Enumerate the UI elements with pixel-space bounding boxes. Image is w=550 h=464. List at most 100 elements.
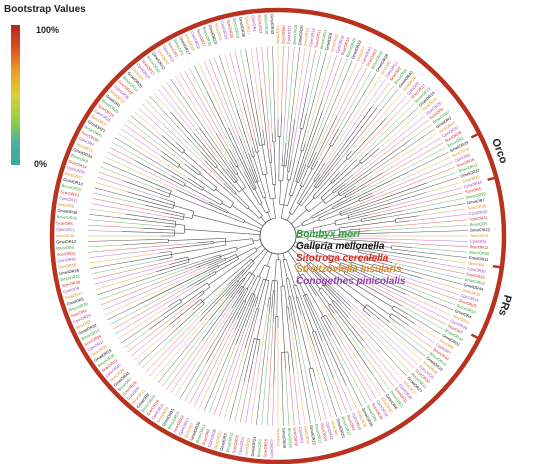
leaf-label: CpinOR21	[237, 435, 245, 455]
leaf-label: ScerOR18	[456, 157, 476, 169]
leaf-label: BmorOR9	[70, 153, 89, 164]
leaf-label: GmelOR37	[460, 167, 481, 178]
legend-min-label: 0%	[34, 159, 47, 169]
leaf-label: CpinOR30	[467, 266, 487, 274]
leaf-label: SinsOR31	[275, 25, 280, 44]
leaf-label: CpinOR1	[251, 15, 258, 33]
leaf-label: BmorOR38	[287, 428, 293, 449]
leaf-label: SinsOR4	[468, 260, 485, 267]
leaf-label: GmelOR3	[219, 432, 229, 451]
leaf-label: ScerOR12	[470, 244, 490, 250]
leaf-label: ScerOR14	[68, 159, 88, 170]
leaf-label: SinsOR25	[461, 174, 481, 184]
clade-tick	[470, 333, 482, 341]
leaf-label: BmorOR20	[61, 183, 82, 193]
leaf-label: CpinOR22	[56, 227, 76, 233]
leaf-label: CpinOR11	[59, 195, 79, 203]
leaf-label: SinsOR41	[64, 290, 84, 300]
leaf-label: CpinOR27	[269, 438, 275, 458]
leaf-label: GmelOR43	[270, 14, 276, 35]
species-galleria-mellonella: Galleria mellonella	[296, 241, 385, 252]
leaf-label: CpinOR16	[335, 34, 346, 54]
leaf-label: GmelOR24	[250, 436, 257, 457]
leaf-label: SinsOR6	[330, 419, 340, 437]
leaf-label: CpinOR3	[298, 426, 305, 444]
leaf-label: ScerOR31	[313, 28, 322, 48]
leaf-label: SinsOR3	[183, 421, 195, 438]
clade-tick	[487, 175, 499, 181]
leaf-label: GmelOR36	[238, 17, 246, 38]
leaf-label: ScerOR25	[458, 298, 478, 309]
legend-color-bar	[11, 25, 20, 165]
leaf-label: SinsOR34	[303, 426, 311, 446]
bootstrap-legend: Bootstrap Values 100% 0%	[4, 4, 86, 169]
clade-markers	[470, 131, 504, 341]
species-key: Bombyx mori Galleria mellonella Sitotrog…	[296, 229, 406, 287]
legend-title: Bootstrap Values	[4, 4, 86, 15]
leaf-label: SinsOR29	[243, 437, 251, 457]
leaf-label: SinsOR20	[213, 430, 223, 450]
leaf-label: BmorOR12	[458, 162, 479, 174]
leaf-label: BmorOR29	[466, 191, 487, 200]
leaf-label: GmelOR38	[57, 208, 78, 215]
leaf-label: SinsOR7	[355, 45, 367, 62]
leaf-label: ScerOR46	[281, 25, 287, 45]
leaf-label: BmorOR3	[256, 438, 263, 457]
clade-label-prs: PRs	[496, 293, 514, 317]
leaf-label: BmorOR39	[68, 301, 89, 313]
leaf-label: ScerOR23	[257, 15, 264, 35]
leaf-label: GmelOR26	[59, 267, 80, 275]
species-streltzoviella-insularis: Streltzoviella insularis	[296, 264, 402, 275]
leaf-label: CpinOR36	[207, 428, 218, 448]
leaf-label: ScerOR16	[262, 438, 268, 458]
leaf-label: BmorOR35	[57, 214, 78, 221]
leaf-label: SinsOR36	[468, 203, 488, 211]
leaf-label: GmelOR23	[207, 24, 218, 45]
leaf-label: ScerOR36	[226, 19, 235, 39]
leaf-label: CpinOR44	[463, 179, 483, 189]
leaf-label: GmelOR4	[454, 308, 473, 320]
leaf-label: GmelOR20	[335, 418, 346, 439]
leaf-label: ScerOR41	[469, 215, 489, 222]
leaf-label: SinsOR27	[64, 171, 84, 181]
leaf-label: BmorOR22	[60, 273, 81, 282]
leaf-label: CpinOR42	[325, 421, 335, 441]
leaf-label: SinsOR21	[244, 16, 252, 36]
leaf-label: BmorOR4	[56, 245, 75, 251]
leaf-label: GmelOR39	[281, 428, 287, 449]
leaf-label: BmorOR18	[232, 18, 241, 39]
clade-tick	[492, 265, 504, 269]
leaf-label: GmelOR7	[467, 197, 486, 205]
leaf-label: CpinOR23	[286, 25, 292, 45]
leaf-label: ScerOR43	[60, 189, 80, 198]
leaf-label: BmorOR23	[465, 277, 486, 287]
leaf-label: ScerOR39	[292, 427, 299, 447]
leaf-branches	[88, 46, 468, 426]
leaf-label: SinsOR12	[302, 27, 310, 47]
leaf-label: SinsOR30	[56, 233, 75, 238]
leaf-label: BmorOR40	[469, 250, 490, 257]
leaf-label: ScerOR24	[319, 422, 328, 442]
leaf-label: ScerOR5	[464, 186, 482, 195]
leaf-label: SinsOR13	[276, 428, 281, 447]
leaf-label: SinsOR5	[58, 201, 75, 208]
leaf-label: GmelOR44	[463, 282, 484, 292]
leaf-label: CpinOR2	[470, 239, 487, 244]
leaf-label: BmorOR31	[319, 28, 329, 49]
leaf-label: BmorOR16	[292, 24, 299, 45]
species-bombyx-mori: Bombyx mori	[296, 229, 360, 240]
leaf-label: CpinOR43	[57, 256, 77, 263]
leaf-label: SinsOR40	[329, 33, 339, 53]
species-sitotroga-cerealella: Sitotroga cerealella	[296, 253, 389, 264]
leaf-label: CpinOR14	[460, 293, 480, 304]
leaf-label: CpinOR9	[454, 152, 472, 163]
leaf-label: ScerOR29	[231, 434, 240, 454]
leaf-label: GmelOR11	[469, 255, 490, 262]
inner-branches	[117, 82, 438, 389]
leaf-label: SinsOR15	[470, 233, 489, 238]
leaf-label: ScerOR8	[201, 428, 211, 446]
leaf-label: ScerOR6	[56, 220, 73, 226]
leaf-label: SinsOR43	[213, 22, 223, 42]
leaf-label: BmorOR17	[314, 424, 323, 445]
leaf-label: GmelOR13	[56, 239, 77, 245]
